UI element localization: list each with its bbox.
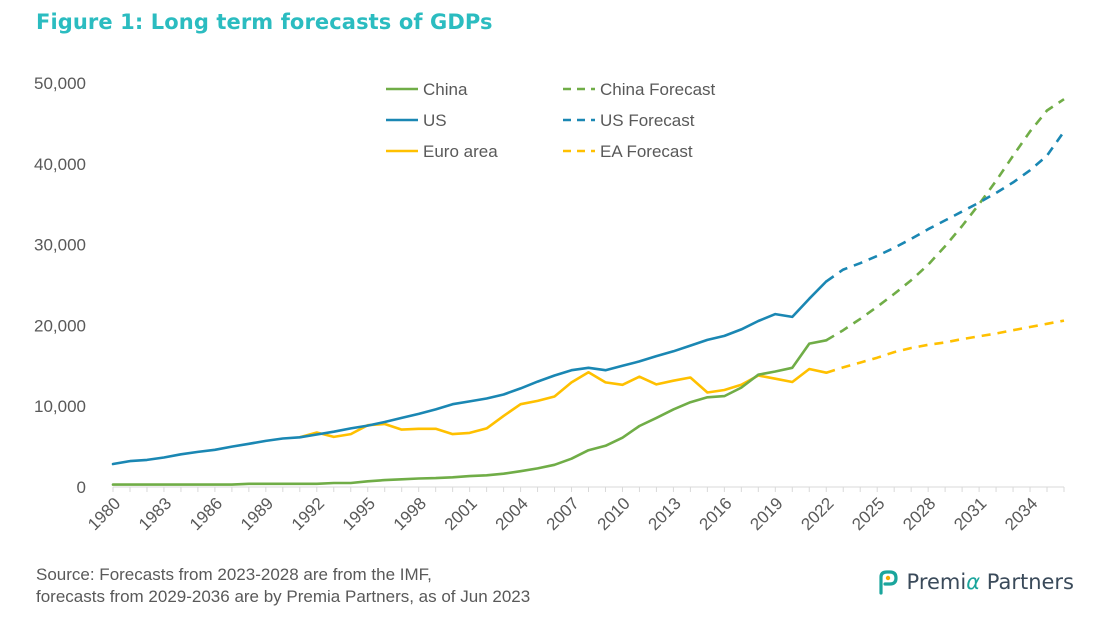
source-line-2: forecasts from 2029-2036 are by Premia P… <box>36 587 531 606</box>
y-tick-label: 40,000 <box>34 155 86 174</box>
source-line-1: Source: Forecasts from 2023-2028 are fro… <box>36 565 432 584</box>
series-line-china <box>111 339 828 486</box>
x-tick-label: 2034 <box>1001 494 1041 534</box>
gdp-line-chart: 0 10,000 20,000 30,000 40,000 50,000 1980 1983… <box>34 74 1066 534</box>
y-tick-label: 0 <box>77 478 86 497</box>
x-tick-label: 2028 <box>899 494 939 534</box>
y-tick-label: 30,000 <box>34 236 86 255</box>
legend: China China Forecast US US Forecast Euro are… <box>386 80 716 161</box>
x-tick-label: 1989 <box>237 494 277 534</box>
x-axis-tick-labels: 1980 1983 1986 1989 1992 1995 1998 2001 2004 2007… <box>84 494 1041 534</box>
x-tick-label: 1995 <box>339 494 379 534</box>
brand-name-prefix: Premi <box>906 570 967 594</box>
x-tick-label: 2004 <box>492 494 532 534</box>
brand-name-suffix: Partners <box>980 570 1074 594</box>
series-line-euro <box>298 367 828 439</box>
legend-label-china: China <box>423 80 468 99</box>
brand-name-accent: α <box>966 570 981 594</box>
x-tick-label: 2007 <box>543 494 583 534</box>
y-tick-label: 10,000 <box>34 397 86 416</box>
x-tick-label: 2025 <box>848 494 888 534</box>
series-line-ea_forecast <box>825 319 1065 374</box>
series-line-us <box>111 280 828 466</box>
source-note: Source: Forecasts from 2023-2028 are fro… <box>36 564 530 608</box>
x-tick-label: 1992 <box>288 494 328 534</box>
x-tick-label: 1983 <box>135 494 175 534</box>
x-tick-label: 2013 <box>645 494 685 534</box>
x-tick-label: 2016 <box>695 494 735 534</box>
x-tick-label: 2031 <box>950 494 990 534</box>
legend-label-us_forecast: US Forecast <box>600 111 695 130</box>
brand-name: Premiα Partners <box>907 570 1074 594</box>
x-axis-ticks <box>112 487 1065 492</box>
y-tick-label: 20,000 <box>34 316 86 335</box>
figure-title: Figure 1: Long term forecasts of GDPs <box>36 10 493 34</box>
y-tick-label: 50,000 <box>34 74 86 93</box>
x-tick-label: 1998 <box>390 494 430 534</box>
legend-label-euro: Euro area <box>423 142 498 161</box>
premia-logo-icon <box>878 570 898 595</box>
series-line-us_forecast <box>825 130 1066 283</box>
series-layer <box>111 98 1066 486</box>
premia-partners-logo: Premiα Partners <box>875 569 1074 595</box>
x-tick-label: 2022 <box>797 494 837 534</box>
x-tick-label: 1980 <box>84 494 124 534</box>
x-tick-label: 1986 <box>186 494 226 534</box>
x-tick-label: 2010 <box>594 494 634 534</box>
legend-label-ea_forecast: EA Forecast <box>600 142 693 161</box>
x-tick-label: 2019 <box>746 494 786 534</box>
legend-label-china_forecast: China Forecast <box>600 80 716 99</box>
legend-label-us: US <box>423 111 447 130</box>
series-line-china_forecast <box>825 98 1065 342</box>
x-tick-label: 2001 <box>441 494 481 534</box>
y-axis-tick-labels: 0 10,000 20,000 30,000 40,000 50,000 <box>34 74 86 497</box>
